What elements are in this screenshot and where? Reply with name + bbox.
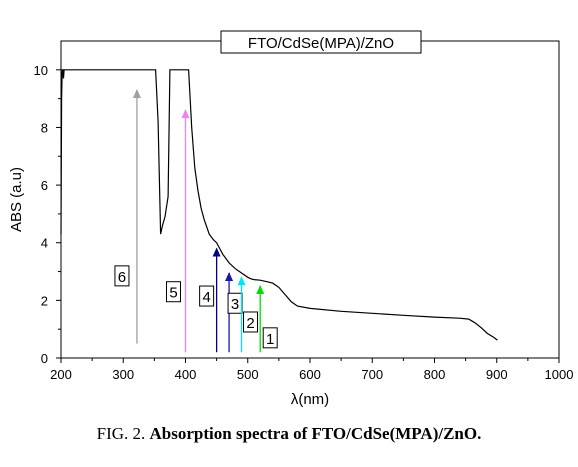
y-tick-label: 4: [41, 236, 48, 251]
x-tick-label: 800: [424, 367, 446, 382]
x-tick-label: 500: [237, 367, 259, 382]
annotation-label-box-6: [114, 265, 130, 287]
annotation-label-2: 2: [246, 315, 254, 332]
absorbance-line: [60, 69, 498, 341]
x-tick-label: 400: [175, 367, 197, 382]
annotation-label-6: 6: [118, 269, 126, 286]
x-tick-label: 1000: [545, 367, 574, 382]
caption-prefix: FIG. 2.: [96, 424, 146, 443]
y-tick-label: 6: [41, 178, 48, 193]
absorption-chart: 200 300 400 500 600 700 800 900 1000 0 2 4 6 8 10 λ(nm)…: [8, 30, 574, 408]
y-axis-label: ABS (a.u): [8, 167, 25, 232]
annotation-label-5: 5: [169, 285, 177, 302]
x-tick-label: 700: [361, 367, 383, 382]
annotation-label-box-5: [166, 281, 181, 303]
x-tick-label: 200: [50, 367, 72, 382]
y-tick-label: 0: [41, 351, 48, 366]
annotation-label-box-1: [262, 327, 278, 349]
y-tick-label: 2: [41, 293, 48, 308]
annotation-label-box-2: [243, 311, 259, 333]
annotation-label-4: 4: [202, 289, 210, 306]
annotation-label-3: 3: [231, 296, 239, 313]
chart-title: FTO/CdSe(MPA)/ZnO: [248, 35, 394, 52]
figure-caption: FIG. 2. Absorption spectra of FTO/CdSe(M…: [0, 424, 578, 444]
y-tick-label: 10: [34, 63, 48, 78]
x-tick-label: 900: [486, 367, 508, 382]
x-axis-label: λ(nm): [291, 391, 329, 408]
x-tick-label: 300: [112, 367, 134, 382]
y-tick-label: 8: [41, 120, 48, 135]
annotation-label-1: 1: [266, 331, 274, 348]
title-box: [220, 30, 422, 54]
x-tick-label: 600: [299, 367, 321, 382]
annotation-label-box-4: [199, 285, 215, 307]
plot-frame: [60, 40, 560, 359]
caption-title: Absorption spectra of FTO/CdSe(MPA)/ZnO.: [149, 424, 482, 443]
